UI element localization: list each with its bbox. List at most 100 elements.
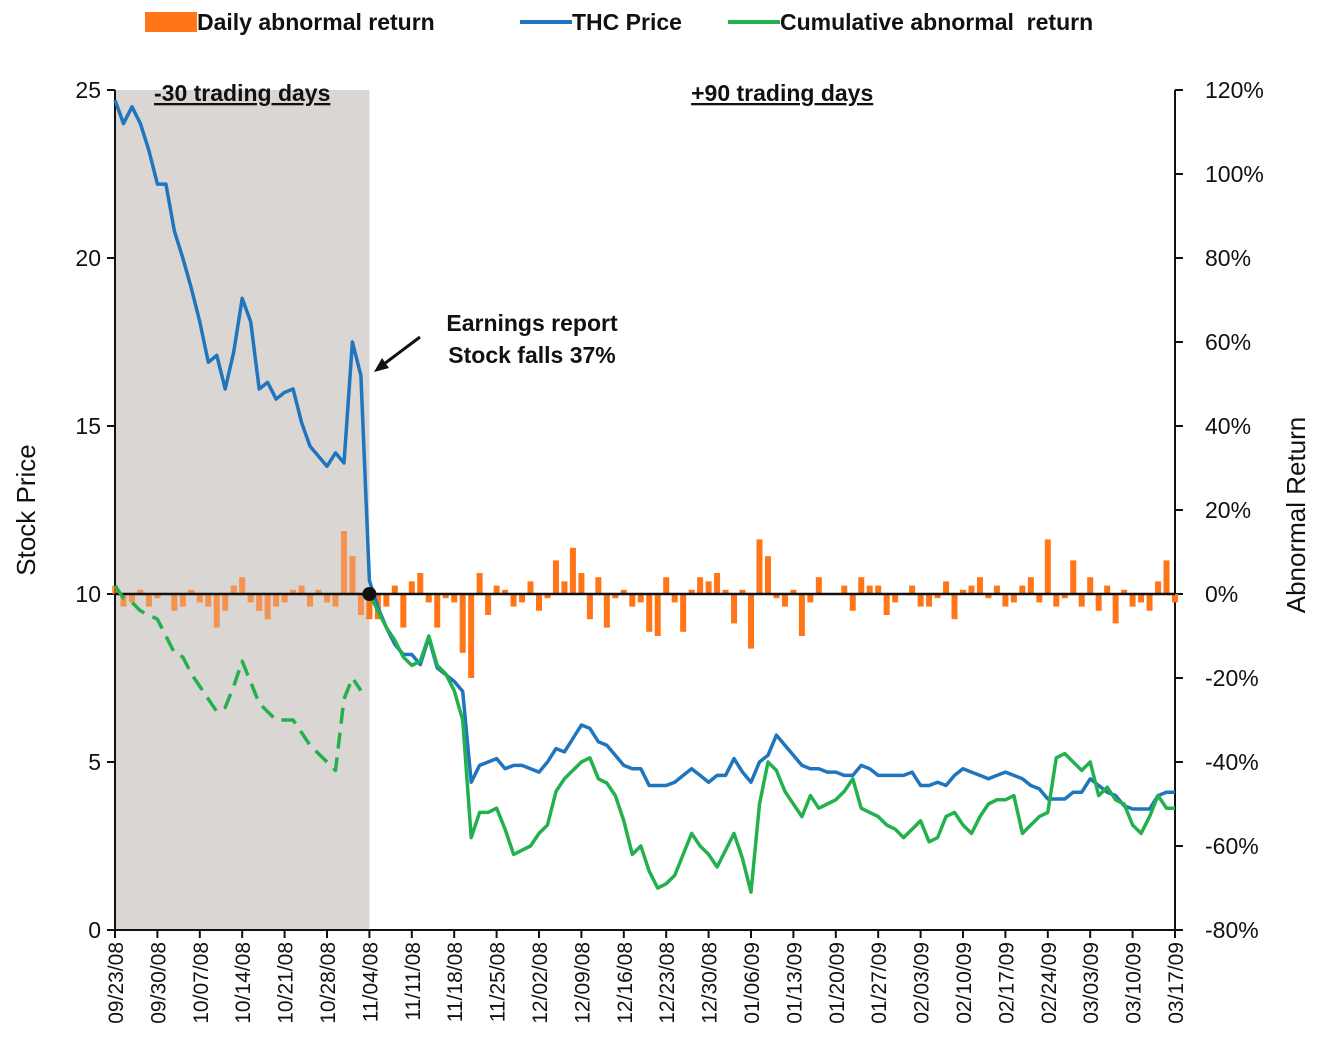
y2-axis-title: Abnormal Return — [1281, 417, 1311, 614]
bar — [629, 594, 636, 607]
y2-tick-label: 120% — [1205, 77, 1264, 103]
bar — [858, 577, 865, 594]
x-tick-label: 10/28/08 — [317, 942, 340, 1024]
bar — [1138, 594, 1145, 603]
bar — [196, 594, 203, 603]
bar — [595, 577, 602, 594]
bar — [586, 594, 593, 620]
bar — [909, 585, 916, 594]
bar — [849, 594, 856, 611]
bar — [408, 581, 415, 594]
y2-tick-label: -40% — [1205, 749, 1259, 775]
line — [367, 593, 1175, 894]
bar — [222, 594, 229, 611]
x-tick-label: 01/13/09 — [783, 942, 806, 1024]
bar — [612, 594, 619, 599]
layer — [115, 90, 370, 930]
y-tick-label: 15 — [75, 413, 101, 439]
bar — [527, 581, 534, 594]
bar — [1172, 594, 1178, 603]
region-label: -30 trading days — [154, 80, 330, 106]
bar — [892, 594, 899, 603]
y-tick-label: 0 — [88, 917, 101, 943]
bar — [976, 577, 983, 594]
bar — [798, 594, 805, 636]
line — [113, 99, 1175, 811]
y2-tick-label: 80% — [1205, 245, 1251, 271]
y-axis-title: Stock Price — [11, 444, 41, 576]
bar — [637, 594, 644, 603]
x-tick-label: 09/30/08 — [147, 942, 170, 1024]
x-tick-label: 10/14/08 — [232, 942, 255, 1024]
y2-tick-label: 40% — [1205, 413, 1251, 439]
bar — [1087, 577, 1094, 594]
annotation: Earnings report — [446, 310, 618, 336]
y2-tick-label: -80% — [1205, 917, 1259, 943]
bar — [781, 594, 788, 607]
bar — [213, 594, 220, 628]
bar — [120, 594, 127, 607]
bar — [1078, 594, 1085, 607]
bar — [731, 594, 738, 624]
bar — [315, 589, 322, 594]
bar — [188, 589, 195, 594]
bar — [620, 589, 627, 594]
x-tick-label: 01/06/09 — [741, 942, 764, 1024]
bar — [1061, 594, 1068, 599]
bar — [1095, 594, 1102, 611]
bar — [137, 589, 144, 594]
y-tick-label: 20 — [75, 245, 101, 271]
bar — [773, 594, 780, 599]
y2-tick-label: 60% — [1205, 329, 1251, 355]
bar — [603, 594, 610, 628]
bar — [145, 594, 152, 607]
x-tick-label: 01/27/09 — [868, 942, 891, 1024]
bar — [807, 594, 814, 603]
bar — [646, 594, 653, 632]
x-tick-label: 11/04/08 — [359, 942, 382, 1022]
bar — [790, 589, 797, 594]
bar — [434, 594, 441, 628]
x-tick-label: 11/11/08 — [402, 942, 425, 1021]
bar — [960, 589, 966, 594]
y2-tick-label: 20% — [1205, 497, 1251, 523]
bar — [680, 594, 687, 632]
bar — [968, 585, 975, 594]
bar — [688, 589, 695, 594]
bar — [993, 585, 1000, 594]
x-tick-label: 12/30/08 — [699, 942, 722, 1024]
bar — [1002, 594, 1009, 607]
region-label: +90 trading days — [691, 80, 873, 106]
bar — [663, 577, 670, 594]
bar — [883, 594, 890, 615]
legend-label: THC Price — [572, 9, 682, 35]
bar — [256, 594, 263, 611]
bar — [1027, 577, 1034, 594]
bar — [230, 585, 237, 594]
bar — [179, 594, 186, 607]
shaded-region — [115, 90, 370, 930]
x-tick-label: 11/25/08 — [487, 942, 510, 1022]
bar — [815, 577, 822, 594]
bar — [239, 577, 246, 594]
bar — [349, 556, 356, 594]
bar — [1104, 585, 1111, 594]
bar — [697, 577, 704, 594]
bar — [536, 594, 542, 611]
bar — [943, 581, 950, 594]
bar — [451, 594, 458, 603]
bar — [442, 594, 449, 599]
legend-label: Daily abnormal return — [197, 9, 435, 35]
x-tick-label: 12/02/08 — [529, 942, 552, 1024]
bar — [366, 594, 373, 620]
bar — [324, 594, 330, 603]
x-tick-label: 03/17/09 — [1165, 942, 1188, 1024]
bar — [654, 594, 661, 636]
bar — [298, 585, 305, 594]
bar — [934, 594, 941, 599]
bar — [281, 594, 288, 603]
bar — [476, 573, 483, 594]
bar — [1019, 585, 1026, 594]
x-tick-label: 12/23/08 — [656, 942, 679, 1024]
bar — [205, 594, 212, 607]
